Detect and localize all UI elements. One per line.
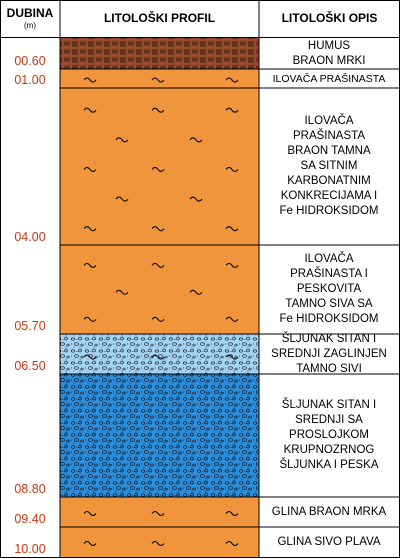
depth-unit-label: (m)	[24, 21, 36, 30]
clay-tilde-mark	[83, 510, 97, 517]
clay-tilde-mark	[225, 166, 239, 173]
clay-tilde-mark	[189, 196, 203, 202]
clay-tilde-mark	[225, 510, 239, 517]
depth-label: 08.80	[14, 482, 46, 496]
clay-tilde-mark	[115, 137, 129, 143]
clay-tilde-mark	[225, 540, 239, 547]
clay-tilde-mark	[151, 77, 165, 83]
clay-tilde-mark	[225, 107, 239, 113]
layer-band-clayey-gravel-pattern	[60, 334, 259, 374]
clay-tilde-mark	[151, 107, 165, 113]
layer-band-gravel-pattern	[60, 374, 259, 497]
layer-band-clay-pattern	[60, 69, 259, 88]
layer-description: GLINA BRAON MRKA	[271, 505, 387, 518]
clay-tilde-mark	[83, 354, 97, 360]
depth-label: 01.00	[14, 73, 46, 87]
clay-tilde-mark	[115, 289, 129, 295]
depth-label: 00.60	[14, 54, 46, 68]
clay-tilde-mark	[225, 316, 239, 322]
layer-description: ŠLJUNAK SITAN I SREDNJI ZAGLINJEN TAMNO …	[271, 332, 387, 375]
depth-label: 10.00	[14, 542, 46, 556]
layer-description: HUMUS BRAON MRKI	[292, 39, 366, 67]
depth-header: DUBINA (m)	[0, 0, 60, 36]
depth-label: 09.40	[14, 512, 46, 526]
layer-band-clay-pattern	[60, 497, 259, 527]
clay-tilde-mark	[225, 354, 239, 360]
clay-tilde-mark	[151, 262, 165, 268]
clay-tilde-mark	[83, 107, 97, 113]
depth-label: 04.00	[14, 230, 46, 244]
clay-tilde-mark	[189, 289, 203, 295]
description-header: LITOLOŠKI OPIS	[259, 0, 400, 36]
clay-tilde-mark	[151, 316, 165, 322]
clay-tilde-mark	[151, 354, 165, 360]
depth-label: 06.50	[14, 359, 46, 373]
clay-tilde-mark	[151, 540, 165, 547]
clay-tilde-mark	[225, 77, 239, 83]
clay-tilde-mark	[83, 540, 97, 547]
clay-tilde-mark	[151, 166, 165, 173]
profile-header-label: LITOLOŠKI PROFIL	[103, 11, 216, 25]
clay-tilde-mark	[151, 226, 165, 232]
depth-label: 05.70	[14, 319, 46, 333]
layer-band-clay-pattern	[60, 527, 259, 557]
clay-tilde-mark	[83, 316, 97, 322]
profile-header: LITOLOŠKI PROFIL	[60, 0, 259, 36]
clay-tilde-mark	[83, 77, 97, 83]
layer-band-clay-pattern	[60, 88, 259, 245]
clay-tilde-mark	[151, 510, 165, 517]
clay-tilde-mark	[189, 137, 203, 143]
layer-description: ILOVAČA PRAŠINASTA I PESKOVITA TAMNO SIV…	[279, 253, 379, 325]
layer-description: ILOVAČA PRAŠINASTA	[272, 72, 386, 85]
layer-description: GLINA SIVO PLAVA	[277, 535, 381, 548]
clay-tilde-mark	[83, 226, 97, 232]
clay-tilde-mark	[225, 226, 239, 232]
layer-description: ŠLJUNAK SITAN I SREDNJI SA PROSLOJKOM KR…	[279, 399, 379, 471]
depth-header-label: DUBINA	[6, 6, 54, 20]
description-header-label: LITOLOŠKI OPIS	[281, 11, 378, 25]
clay-tilde-mark	[115, 196, 129, 202]
layer-band-humus-pattern	[60, 38, 259, 69]
clay-tilde-mark	[225, 262, 239, 268]
layer-description: ILOVAČA PRAŠINASTA BRAON TAMNA SA SITNIM…	[279, 115, 379, 217]
clay-tilde-mark	[83, 166, 97, 173]
clay-tilde-mark	[83, 262, 97, 268]
